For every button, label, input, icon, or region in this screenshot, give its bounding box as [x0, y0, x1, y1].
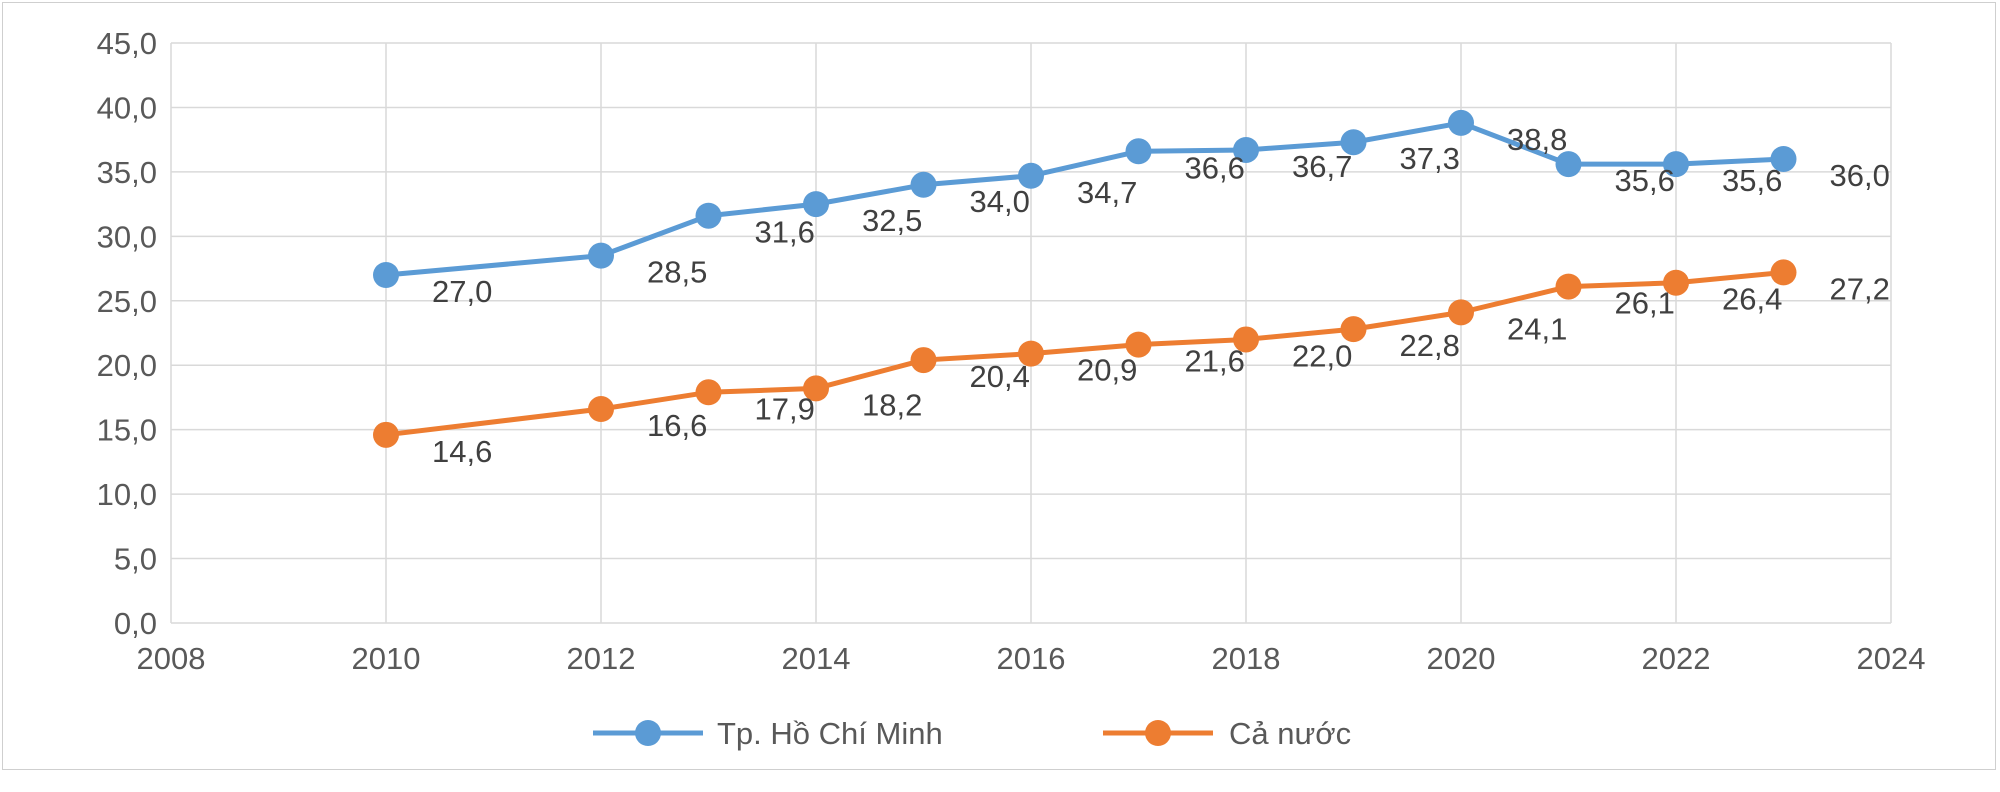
y-tick-label: 25,0 [97, 284, 157, 319]
x-tick-label: 2012 [567, 641, 636, 676]
data-label: 24,1 [1507, 311, 1567, 346]
data-label: 32,5 [862, 203, 922, 238]
y-tick-label: 15,0 [97, 413, 157, 448]
data-point [1340, 129, 1367, 156]
legend-marker [635, 720, 661, 746]
data-point [1770, 259, 1797, 286]
data-label: 27,0 [432, 274, 492, 309]
x-tick-label: 2014 [782, 641, 851, 676]
data-label: 26,1 [1615, 286, 1675, 321]
data-label: 34,7 [1077, 175, 1137, 210]
data-point [373, 421, 399, 448]
data-labels: 27,0 28,5 31,6 32,5 34,0 34,7 36,6 36,7 37,3 38,8… [432, 122, 1890, 469]
y-tick-label: 5,0 [114, 542, 157, 577]
data-point [1340, 316, 1367, 343]
data-point [1663, 151, 1689, 178]
y-tick-label: 45,0 [97, 26, 157, 61]
data-label: 26,4 [1722, 282, 1782, 317]
y-tick-label: 20,0 [97, 348, 157, 383]
data-point [1018, 162, 1044, 189]
data-point [695, 202, 722, 229]
data-point [1663, 269, 1689, 296]
legend-label: Cả nước [1229, 716, 1351, 751]
data-point [588, 242, 614, 269]
data-label: 20,4 [970, 359, 1030, 394]
data-label: 18,2 [862, 387, 922, 422]
data-label: 16,6 [647, 408, 707, 443]
x-tick-label: 2024 [1857, 641, 1926, 676]
data-label: 31,6 [755, 215, 815, 250]
data-point [803, 375, 829, 402]
series-lines [373, 109, 1797, 448]
data-point [1555, 151, 1582, 178]
data-label: 28,5 [647, 255, 707, 290]
data-label: 36,7 [1292, 149, 1352, 184]
x-tick-label: 2020 [1427, 641, 1496, 676]
x-tick-label: 2022 [1642, 641, 1711, 676]
data-label: 14,6 [432, 434, 492, 469]
data-point [1018, 340, 1044, 367]
axis-ticks: 0,0 5,0 10,0 15,0 20,0 25,0 30,0 35,0 40,0 45,0 20… [97, 26, 1926, 676]
legend-label: Tp. Hồ Chí Minh [717, 716, 943, 751]
data-point [1448, 109, 1474, 136]
data-label: 20,9 [1077, 353, 1137, 388]
data-label: 22,0 [1292, 338, 1352, 373]
data-point [803, 191, 829, 218]
data-label: 21,6 [1185, 344, 1245, 379]
data-label: 22,8 [1400, 328, 1460, 363]
data-point [1555, 273, 1582, 300]
data-label: 35,6 [1615, 163, 1675, 198]
data-point [910, 347, 937, 374]
data-point [588, 396, 614, 423]
y-tick-label: 10,0 [97, 477, 157, 512]
data-label: 36,0 [1830, 158, 1890, 193]
data-label: 27,2 [1830, 271, 1890, 306]
legend-marker [1145, 720, 1171, 746]
bottom-strip [0, 771, 2000, 792]
data-label: 17,9 [755, 391, 815, 426]
data-label: 36,6 [1185, 150, 1245, 185]
data-point [1125, 331, 1152, 358]
x-tick-label: 2018 [1212, 641, 1281, 676]
y-tick-label: 40,0 [97, 90, 157, 125]
x-tick-label: 2016 [997, 641, 1066, 676]
data-point [1125, 138, 1152, 165]
y-tick-label: 35,0 [97, 155, 157, 190]
x-tick-label: 2008 [137, 641, 206, 676]
legend: Tp. Hồ Chí Minh Cả nước [593, 716, 1351, 751]
y-tick-label: 0,0 [114, 606, 157, 641]
data-label: 38,8 [1507, 122, 1567, 157]
data-label: 35,6 [1722, 163, 1782, 198]
data-point [373, 262, 399, 288]
y-tick-label: 30,0 [97, 219, 157, 254]
data-point [695, 379, 722, 406]
line-chart: 0,0 5,0 10,0 15,0 20,0 25,0 30,0 35,0 40,0 45,0 20… [97, 26, 1926, 751]
data-label: 37,3 [1400, 141, 1460, 176]
x-tick-label: 2010 [352, 641, 421, 676]
data-label: 34,0 [970, 184, 1030, 219]
data-point [910, 171, 937, 198]
gridlines [170, 42, 1892, 624]
data-point [1770, 146, 1797, 172]
chart-frame: 0,0 5,0 10,0 15,0 20,0 25,0 30,0 35,0 40,0 45,0 20… [2, 2, 1996, 770]
data-point [1233, 326, 1259, 353]
data-point [1448, 299, 1474, 326]
data-point [1233, 136, 1259, 163]
